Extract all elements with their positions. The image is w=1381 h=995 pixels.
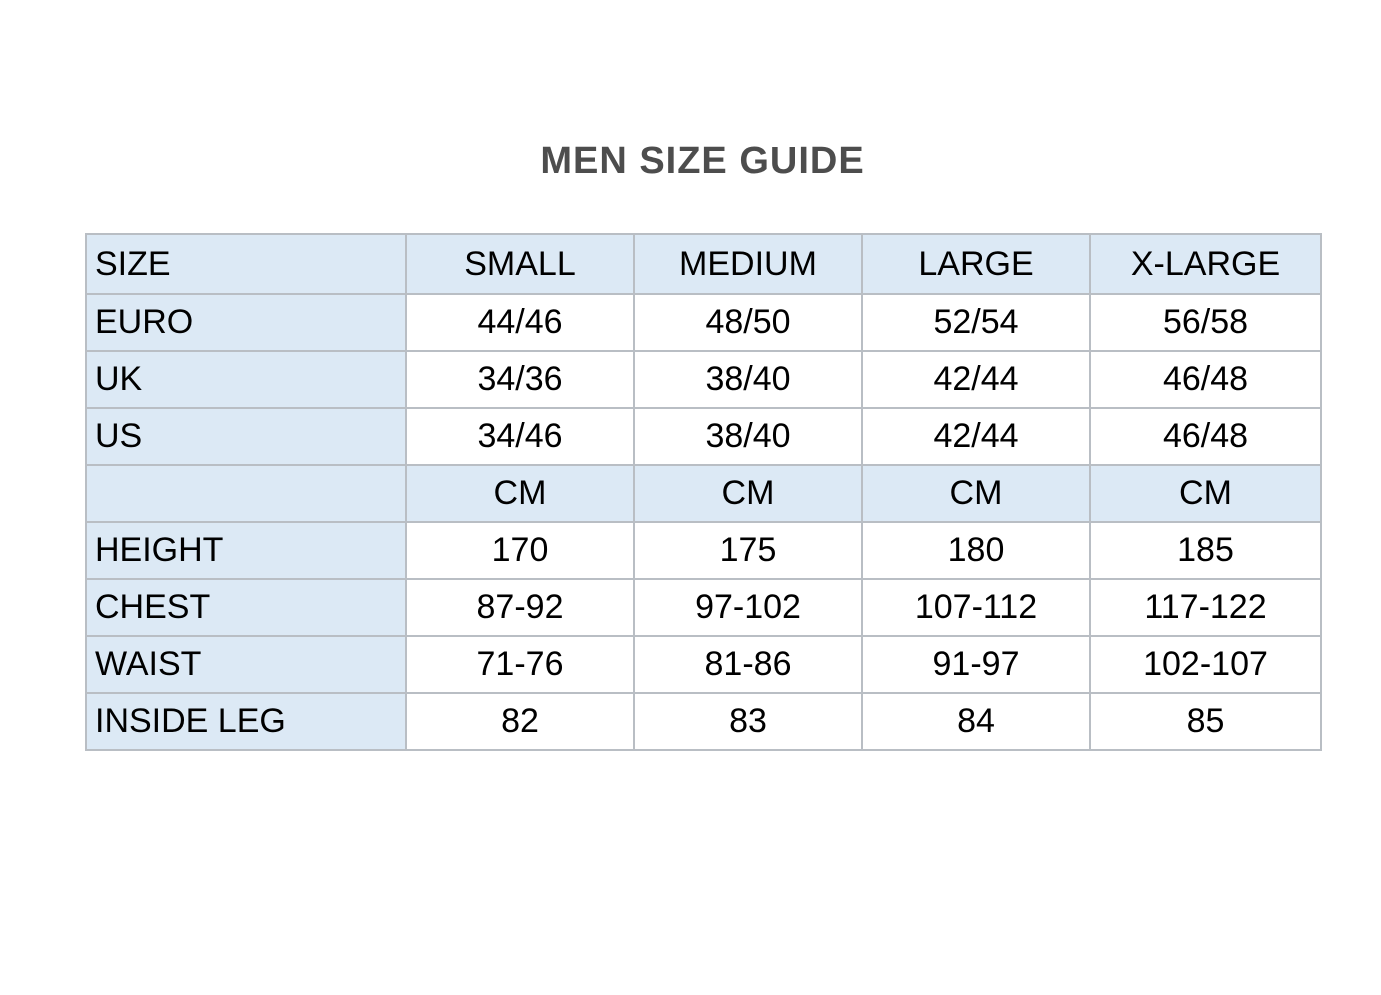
value-cell: 34/46 xyxy=(405,407,635,466)
value-cell: CM xyxy=(1089,464,1322,523)
value-cell: 71-76 xyxy=(405,635,635,694)
header-cell: X-LARGE xyxy=(1089,233,1322,295)
table-row: CHEST 87-92 97-102 107-112 117-122 xyxy=(85,578,1322,637)
value-cell: 46/48 xyxy=(1089,350,1322,409)
value-cell: 42/44 xyxy=(861,350,1091,409)
value-cell: 44/46 xyxy=(405,293,635,352)
value-cell: 185 xyxy=(1089,521,1322,580)
value-cell: 97-102 xyxy=(633,578,863,637)
value-cell: 34/36 xyxy=(405,350,635,409)
row-label-cell: US xyxy=(85,407,407,466)
value-cell: 46/48 xyxy=(1089,407,1322,466)
value-cell: 81-86 xyxy=(633,635,863,694)
table-row: HEIGHT 170 175 180 185 xyxy=(85,521,1322,580)
table-row: CM CM CM CM xyxy=(85,464,1322,523)
header-cell: MEDIUM xyxy=(633,233,863,295)
value-cell: 56/58 xyxy=(1089,293,1322,352)
value-cell: 91-97 xyxy=(861,635,1091,694)
row-label-cell xyxy=(85,464,407,523)
row-label-cell: EURO xyxy=(85,293,407,352)
page-title: MEN SIZE GUIDE xyxy=(540,140,865,182)
value-cell: 42/44 xyxy=(861,407,1091,466)
header-cell: SMALL xyxy=(405,233,635,295)
value-cell: 117-122 xyxy=(1089,578,1322,637)
value-cell: CM xyxy=(861,464,1091,523)
row-label-cell: HEIGHT xyxy=(85,521,407,580)
value-cell: 48/50 xyxy=(633,293,863,352)
table-row: WAIST 71-76 81-86 91-97 102-107 xyxy=(85,635,1322,694)
value-cell: 107-112 xyxy=(861,578,1091,637)
row-label-cell: UK xyxy=(85,350,407,409)
header-cell-size: SIZE xyxy=(85,233,407,295)
value-cell: 82 xyxy=(405,692,635,751)
size-guide-table: SIZE SMALL MEDIUM LARGE X-LARGE EURO 44/46 48/5… xyxy=(85,233,1322,751)
table-row: INSIDE LEG 82 83 84 85 xyxy=(85,692,1322,751)
value-cell: 84 xyxy=(861,692,1091,751)
value-cell: 38/40 xyxy=(633,350,863,409)
table-header-row: SIZE SMALL MEDIUM LARGE X-LARGE xyxy=(85,233,1322,295)
table-row: US 34/46 38/40 42/44 46/48 xyxy=(85,407,1322,466)
row-label-cell: WAIST xyxy=(85,635,407,694)
value-cell: 38/40 xyxy=(633,407,863,466)
value-cell: CM xyxy=(633,464,863,523)
value-cell: 52/54 xyxy=(861,293,1091,352)
row-label-cell: INSIDE LEG xyxy=(85,692,407,751)
value-cell: 85 xyxy=(1089,692,1322,751)
value-cell: CM xyxy=(405,464,635,523)
row-label-cell: CHEST xyxy=(85,578,407,637)
value-cell: 83 xyxy=(633,692,863,751)
value-cell: 175 xyxy=(633,521,863,580)
size-guide-table-body: SIZE SMALL MEDIUM LARGE X-LARGE EURO 44/46 48/5… xyxy=(85,233,1322,751)
value-cell: 180 xyxy=(861,521,1091,580)
header-cell: LARGE xyxy=(861,233,1091,295)
table-row: EURO 44/46 48/50 52/54 56/58 xyxy=(85,293,1322,352)
value-cell: 102-107 xyxy=(1089,635,1322,694)
value-cell: 87-92 xyxy=(405,578,635,637)
table-row: UK 34/36 38/40 42/44 46/48 xyxy=(85,350,1322,409)
value-cell: 170 xyxy=(405,521,635,580)
